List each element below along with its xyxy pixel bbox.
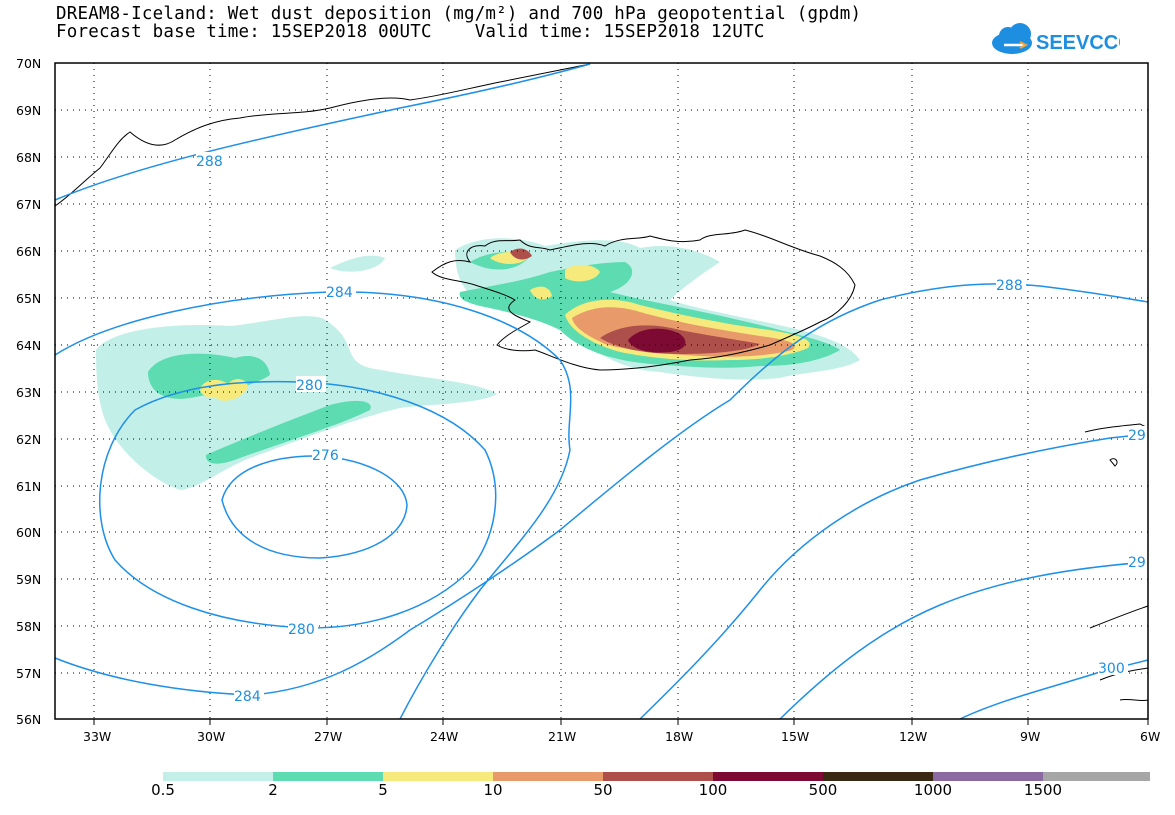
latitude-labels: 70N 69N 68N 67N 66N 65N 64N 63N 62N 61N … [16, 56, 41, 727]
svg-text:70N: 70N [16, 56, 41, 71]
faroe-coast [1109, 458, 1118, 467]
svg-text:62N: 62N [16, 432, 41, 447]
svg-text:21W: 21W [548, 729, 576, 744]
colorbar-swatch-2 [383, 772, 493, 781]
colorbar-label: 5 [378, 781, 388, 799]
norway-coast [1084, 423, 1149, 433]
svg-text:63N: 63N [16, 385, 41, 400]
logo-text: SEEVCCC [1036, 32, 1120, 54]
colorbar-swatch-6 [823, 772, 933, 781]
svg-text:61N: 61N [16, 479, 41, 494]
svg-text:288: 288 [196, 154, 223, 170]
svg-text:12W: 12W [899, 729, 927, 744]
map-subtitle: Forecast base time: 15SEP2018 00UTC Vali… [56, 22, 765, 42]
svg-text:15W: 15W [781, 729, 809, 744]
colorbar-swatch-3 [493, 772, 603, 781]
svg-text:300: 300 [1098, 661, 1125, 677]
svg-text:29: 29 [1128, 428, 1146, 444]
svg-text:29: 29 [1128, 555, 1146, 571]
svg-text:69N: 69N [16, 103, 41, 118]
greenland-coast [54, 63, 591, 207]
svg-text:9W: 9W [1020, 729, 1040, 744]
contour-labels: 288 284 280 276 280 284 288 29 29 300 [196, 152, 1148, 705]
colorbar-label: 1500 [1023, 781, 1063, 799]
svg-text:66N: 66N [16, 244, 41, 259]
scotland-coast [1089, 605, 1149, 702]
svg-text:68N: 68N [16, 150, 41, 165]
coastlines [54, 63, 1149, 702]
svg-text:65N: 65N [16, 291, 41, 306]
svg-text:30W: 30W [197, 729, 225, 744]
seevccc-logo: SEEVCCC [992, 23, 1120, 54]
iceland-coast [431, 229, 856, 371]
svg-text:67N: 67N [16, 197, 41, 212]
cloud-icon [992, 23, 1032, 54]
colorbar-swatch-8 [1043, 772, 1150, 781]
map-title: DREAM8-Iceland: Wet dust deposition (mg/… [56, 4, 862, 24]
colorbar-label: 100 [698, 781, 728, 799]
colorbar-swatch-7 [933, 772, 1043, 781]
colorbar-label: 2 [268, 781, 278, 799]
colorbar-label: 50 [593, 781, 613, 799]
svg-text:288: 288 [996, 278, 1023, 294]
svg-text:18W: 18W [665, 729, 693, 744]
colorbar-swatch-4 [603, 772, 713, 781]
ticks [93, 719, 1149, 725]
longitude-labels: 33W 30W 27W 24W 21W 18W 15W 12W 9W 6W [83, 729, 1160, 744]
colorbar-swatch-1 [273, 772, 383, 781]
map-frame [54, 62, 1149, 720]
colorbar-label: 500 [808, 781, 838, 799]
svg-text:280: 280 [296, 378, 323, 394]
colorbar-swatch-5 [713, 772, 823, 781]
svg-text:284: 284 [326, 285, 353, 301]
svg-text:56N: 56N [16, 712, 41, 727]
svg-text:33W: 33W [83, 729, 111, 744]
svg-text:6W: 6W [1140, 729, 1160, 744]
svg-text:276: 276 [312, 448, 339, 464]
colorbar-label: 10 [483, 781, 503, 799]
svg-text:58N: 58N [16, 619, 41, 634]
colorbar-label: 1000 [913, 781, 953, 799]
svg-text:24W: 24W [430, 729, 458, 744]
svg-text:27W: 27W [314, 729, 342, 744]
svg-text:59N: 59N [16, 572, 41, 587]
colorbar-label: 0.5 [151, 781, 175, 799]
svg-text:280: 280 [288, 622, 315, 638]
svg-text:60N: 60N [16, 525, 41, 540]
dust-field-iceland [455, 238, 860, 380]
dust-field-west [96, 255, 497, 490]
svg-text:64N: 64N [16, 338, 41, 353]
svg-text:284: 284 [234, 689, 261, 705]
colorbar-swatch-0 [163, 772, 273, 781]
colorbar [163, 772, 1150, 781]
svg-text:57N: 57N [16, 666, 41, 681]
grid [55, 63, 1148, 719]
